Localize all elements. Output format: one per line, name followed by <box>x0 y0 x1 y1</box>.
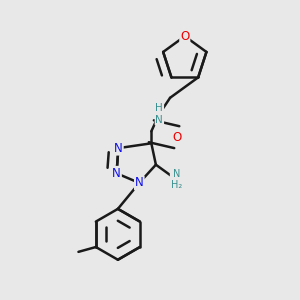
Text: H
N: H N <box>155 103 163 125</box>
Text: N: N <box>112 167 121 180</box>
Text: O: O <box>172 131 182 144</box>
Text: N
H₂: N H₂ <box>171 169 182 190</box>
Text: N: N <box>135 176 144 189</box>
Text: O: O <box>180 30 189 43</box>
Text: N: N <box>114 142 123 154</box>
